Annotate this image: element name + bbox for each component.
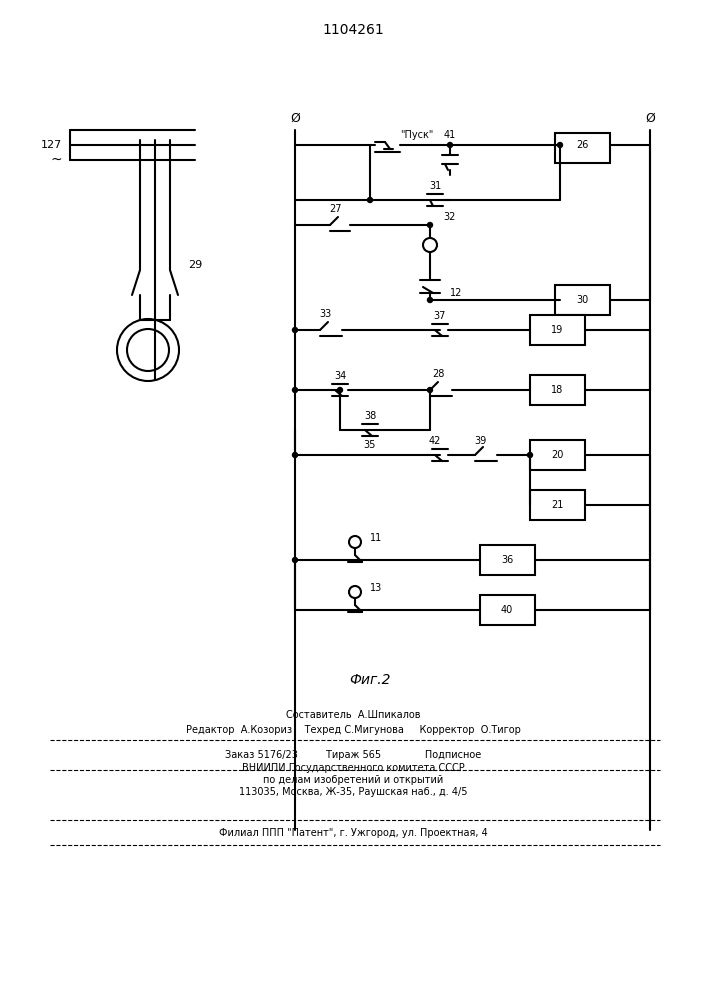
Circle shape: [428, 298, 433, 302]
Bar: [555, 133, 610, 163]
Bar: [555, 285, 610, 315]
Text: 35: 35: [364, 440, 376, 450]
Circle shape: [293, 387, 298, 392]
Bar: [530, 440, 585, 470]
Bar: [530, 490, 585, 520]
Circle shape: [349, 586, 361, 598]
Text: 27: 27: [329, 204, 341, 214]
Text: Ø: Ø: [290, 111, 300, 124]
Text: 36: 36: [501, 555, 513, 565]
Circle shape: [368, 198, 373, 202]
Text: 19: 19: [551, 325, 563, 335]
Text: 41: 41: [444, 130, 456, 140]
Text: 127: 127: [41, 140, 62, 150]
Text: 42: 42: [429, 436, 441, 446]
Circle shape: [527, 452, 532, 458]
Text: 37: 37: [434, 311, 446, 321]
Circle shape: [293, 452, 298, 458]
Text: Фиг.2: Фиг.2: [349, 673, 391, 687]
Circle shape: [293, 558, 298, 562]
Text: Ø: Ø: [645, 111, 655, 124]
Circle shape: [428, 387, 433, 392]
Text: 40: 40: [501, 605, 513, 615]
Bar: [480, 595, 535, 625]
Circle shape: [337, 387, 342, 392]
Circle shape: [448, 142, 452, 147]
Ellipse shape: [127, 329, 169, 371]
Circle shape: [349, 536, 361, 548]
Text: 18: 18: [551, 385, 563, 395]
Text: 30: 30: [576, 295, 588, 305]
Text: Филиал ППП "Патент", г. Ужгород, ул. Проектная, 4: Филиал ППП "Патент", г. Ужгород, ул. Про…: [218, 828, 487, 838]
Text: 33: 33: [319, 309, 331, 319]
Text: 26: 26: [575, 140, 588, 150]
Text: Редактор  А.Козориз    Техред С.Мигунова     Корректор  О.Тигор: Редактор А.Козориз Техред С.Мигунова Кор…: [185, 725, 520, 735]
Circle shape: [558, 142, 563, 147]
Text: по делам изобретений и открытий: по делам изобретений и открытий: [263, 775, 443, 785]
Text: ~: ~: [50, 153, 62, 167]
Text: 34: 34: [334, 371, 346, 381]
Text: 12: 12: [450, 288, 462, 298]
Bar: [480, 545, 535, 575]
Text: 32: 32: [444, 212, 456, 222]
Text: "Пуск": "Пуск": [400, 130, 433, 140]
Ellipse shape: [117, 319, 179, 381]
Text: 1104261: 1104261: [322, 23, 384, 37]
Text: 21: 21: [551, 500, 563, 510]
Circle shape: [293, 328, 298, 332]
Text: 38: 38: [364, 411, 376, 421]
Circle shape: [428, 223, 433, 228]
Text: 28: 28: [432, 369, 444, 379]
Text: 13: 13: [370, 583, 382, 593]
Bar: [530, 375, 585, 405]
Text: Заказ 5176/23         Тираж 565              Подписное: Заказ 5176/23 Тираж 565 Подписное: [225, 750, 481, 760]
Text: 20: 20: [551, 450, 563, 460]
Text: 31: 31: [429, 181, 441, 191]
Circle shape: [423, 238, 437, 252]
Bar: [530, 315, 585, 345]
Text: 113035, Москва, Ж-35, Раушская наб., д. 4/5: 113035, Москва, Ж-35, Раушская наб., д. …: [239, 787, 467, 797]
Text: ВНИИПИ Государственного комитета СССР: ВНИИПИ Государственного комитета СССР: [242, 763, 464, 773]
Text: 11: 11: [370, 533, 382, 543]
Text: 29: 29: [188, 260, 202, 270]
Text: 39: 39: [474, 436, 486, 446]
Text: Составитель  А.Шпикалов: Составитель А.Шпикалов: [286, 710, 420, 720]
